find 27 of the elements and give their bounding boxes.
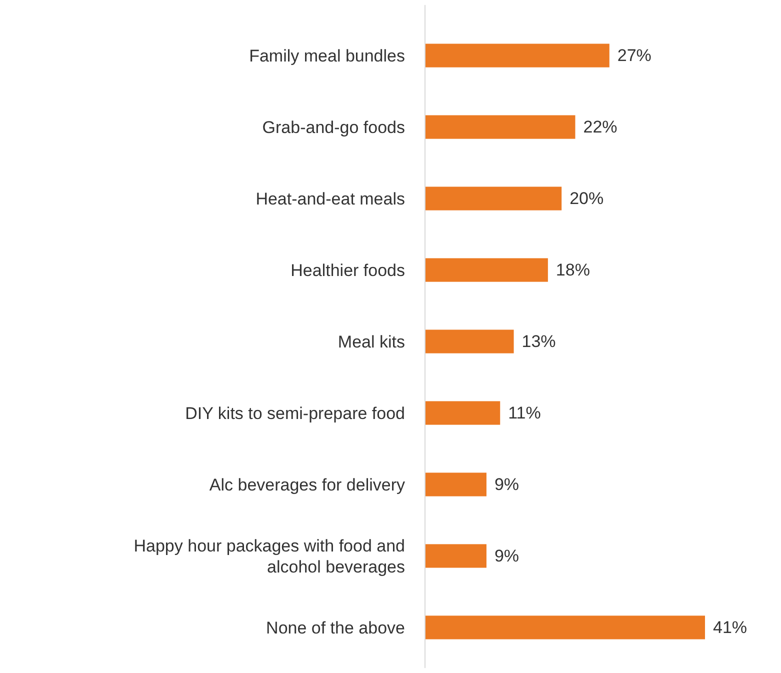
bar xyxy=(425,44,610,68)
y-tick-label: Meal kits xyxy=(338,332,405,351)
data-label: 9% xyxy=(494,474,520,494)
y-tick-label: Alc beverages for delivery xyxy=(209,474,406,494)
data-label: 20% xyxy=(570,189,604,208)
bar xyxy=(425,544,486,568)
data-label: 22% xyxy=(583,118,618,137)
bar xyxy=(425,401,500,425)
bar xyxy=(425,472,486,496)
bar xyxy=(425,330,514,354)
y-tick-label: Healthier foods xyxy=(290,260,405,280)
y-tick-label: Happy hour packages with food and alcohol beverages xyxy=(134,536,405,576)
data-label: 13% xyxy=(522,332,556,351)
data-label: 27% xyxy=(617,46,652,66)
data-label: 9% xyxy=(494,546,520,566)
data-label: 41% xyxy=(713,618,748,637)
bar xyxy=(425,258,548,282)
bar xyxy=(425,186,562,210)
data-label: 18% xyxy=(556,260,590,280)
y-tick-label: Grab-and-go foods xyxy=(262,118,405,137)
y-tick-label: DIY kits to semi-prepare food xyxy=(185,403,405,422)
y-tick-label: None of the above xyxy=(266,618,405,637)
bar xyxy=(425,115,576,139)
bar xyxy=(425,616,705,640)
data-label: 11% xyxy=(508,403,541,422)
y-tick-label: Family meal bundles xyxy=(249,46,405,66)
y-tick-label: Heat-and-eat meals xyxy=(256,189,405,208)
